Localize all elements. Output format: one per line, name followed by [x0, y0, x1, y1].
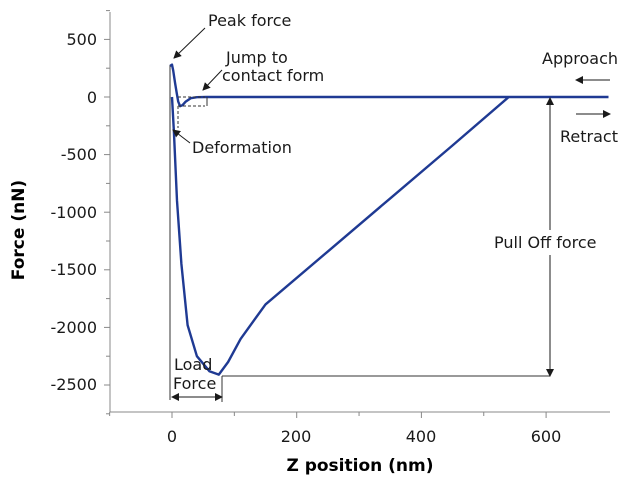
y-tick-label: -2500: [51, 375, 98, 394]
jump-to-contact-arrow: [202, 69, 223, 91]
deformation-arrow: [172, 129, 191, 144]
y-tick-label: -500: [61, 145, 97, 164]
deformation-label: Deformation: [192, 138, 292, 157]
peak-force-arrow: [173, 27, 206, 59]
x-tick-label: 0: [167, 427, 177, 446]
y-tick-label: -1500: [51, 260, 98, 279]
x-axis-title: Z position (nm): [286, 456, 433, 476]
peak-force-label: Peak force: [208, 11, 291, 30]
jump-to-contact-label-line1: Jump to: [225, 48, 288, 67]
axis-ticks: [104, 10, 547, 418]
x-tick-label: 400: [406, 427, 437, 446]
y-axis-title: Force (nN): [9, 180, 29, 280]
pull-off-force-label: Pull Off force: [494, 233, 596, 252]
load-force-label-line2: Force: [173, 374, 216, 393]
force-curve-series: [169, 63, 609, 376]
load-force-label-line1: Load: [174, 355, 212, 374]
jump-to-contact-label-line2: contact form: [222, 66, 324, 85]
retract-label: Retract: [560, 127, 618, 146]
x-tick-label: 600: [531, 427, 562, 446]
y-tick-label: 0: [87, 88, 97, 107]
x-tick-label: 200: [281, 427, 312, 446]
y-tick-label: 500: [66, 30, 97, 49]
approach-label: Approach: [542, 49, 618, 68]
y-tick-label: -1000: [51, 203, 98, 222]
y-tick-label: -2000: [51, 318, 98, 337]
